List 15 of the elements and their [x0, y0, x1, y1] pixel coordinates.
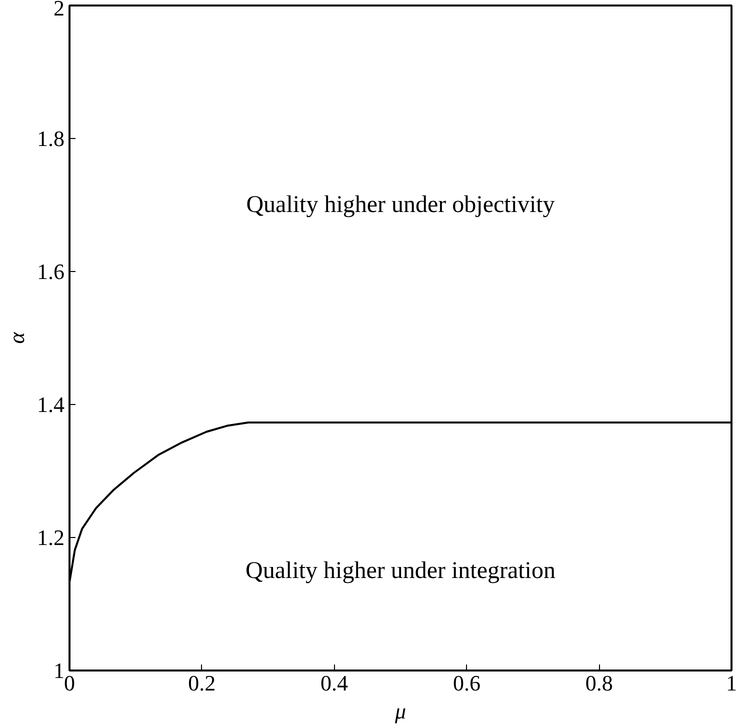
y-axis-title: α [4, 332, 29, 344]
x-tick-label: 0.6 [452, 670, 480, 696]
y-tick-label: 2 [54, 0, 64, 20]
annotation: Quality higher under integration [246, 558, 556, 584]
y-tick-label: 1.2 [37, 525, 64, 550]
annotation: Quality higher under objectivity [246, 192, 555, 218]
y-tick-label: 1.6 [37, 259, 64, 284]
x-axis-title: μ [394, 698, 406, 724]
x-tick-label: 0.4 [320, 670, 348, 696]
x-tick-label: 1 [726, 670, 737, 696]
x-tick-label: 0.8 [585, 670, 613, 696]
x-tick-label: 0 [64, 670, 75, 696]
x-tick-label: 0.2 [188, 670, 216, 696]
y-tick-label: 1.4 [37, 392, 64, 417]
y-tick-label: 1.8 [37, 126, 64, 151]
